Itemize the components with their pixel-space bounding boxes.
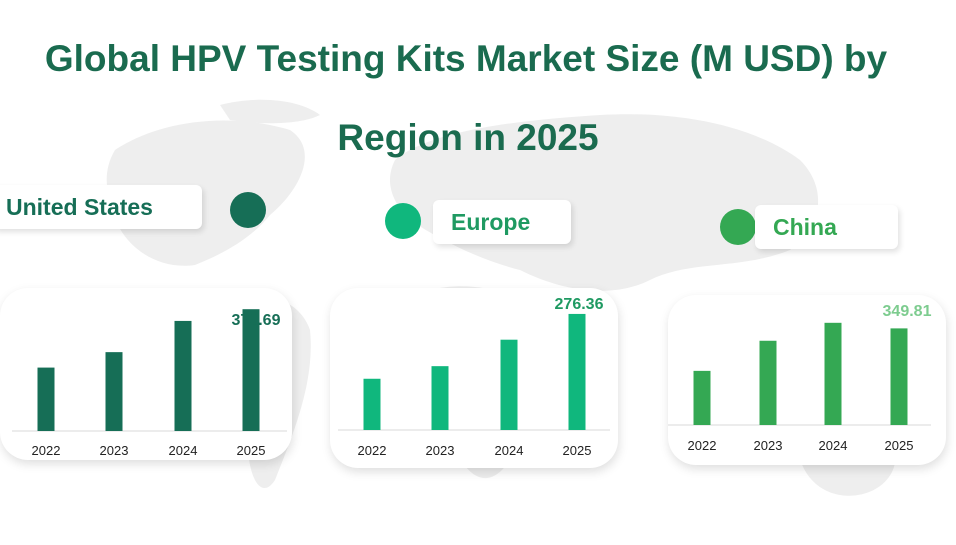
x-tick-label: 2024 (819, 438, 848, 453)
chart-title-line-1: Global HPV Testing Kits Market Size (M U… (44, 38, 888, 79)
region-marker-united-states (230, 192, 266, 228)
x-tick-label: 2025 (237, 443, 266, 458)
bar-china-2022 (693, 370, 711, 425)
x-tick-label: 2025 (563, 443, 592, 458)
bar-chart-china: 2022 2023 2024 2025 349.81 (668, 303, 932, 453)
bar-chart-europe: 2022 2023 2024 2025 276.36 (338, 296, 610, 458)
bar-europe-2024 (500, 339, 518, 430)
x-tick-label: 2022 (358, 443, 387, 458)
bar-united-states-2022 (37, 367, 55, 431)
bar-china-2024 (824, 322, 842, 425)
x-tick-label: 2024 (495, 443, 524, 458)
region-label-text: Europe (451, 209, 531, 235)
bar-united-states-2024 (174, 320, 192, 431)
data-label-europe-2025: 276.36 (555, 296, 604, 313)
x-tick-label: 2022 (32, 443, 61, 458)
x-tick-label: 2023 (426, 443, 455, 458)
bar-europe-2023 (431, 366, 449, 430)
bar-united-states-2025 (242, 309, 260, 431)
bar-chart-united-states: 2022 2023 2024 2025 370.69 (12, 309, 287, 458)
bar-europe-2022 (363, 378, 381, 430)
x-tick-label: 2023 (754, 438, 783, 453)
bar-china-2023 (759, 340, 777, 425)
region-marker-europe (385, 203, 421, 239)
region-marker-china (720, 209, 756, 245)
region-label-text: China (773, 214, 837, 240)
chart-title-line-2: Region in 2025 (337, 117, 599, 158)
region-label-europe: Europe (433, 200, 571, 244)
x-tick-label: 2025 (885, 438, 914, 453)
data-label-united-states-2025: 370.69 (232, 312, 281, 329)
x-tick-label: 2023 (100, 443, 129, 458)
region-label-text: United States (6, 194, 153, 220)
region-label-united-states: United States (0, 185, 202, 229)
x-tick-label: 2022 (688, 438, 717, 453)
bar-china-2025 (890, 328, 908, 425)
bar-europe-2025 (568, 313, 586, 430)
chart-panel-europe: 2022 2023 2024 2025 276.36 (330, 288, 618, 468)
region-label-china: China (755, 205, 898, 249)
data-label-china-2025: 349.81 (883, 303, 932, 320)
chart-panel-china: 2022 2023 2024 2025 349.81 (668, 295, 946, 465)
bar-united-states-2023 (105, 352, 123, 431)
x-tick-label: 2024 (169, 443, 198, 458)
chart-panel-united-states: 2022 2023 2024 2025 370.69 (0, 288, 292, 460)
